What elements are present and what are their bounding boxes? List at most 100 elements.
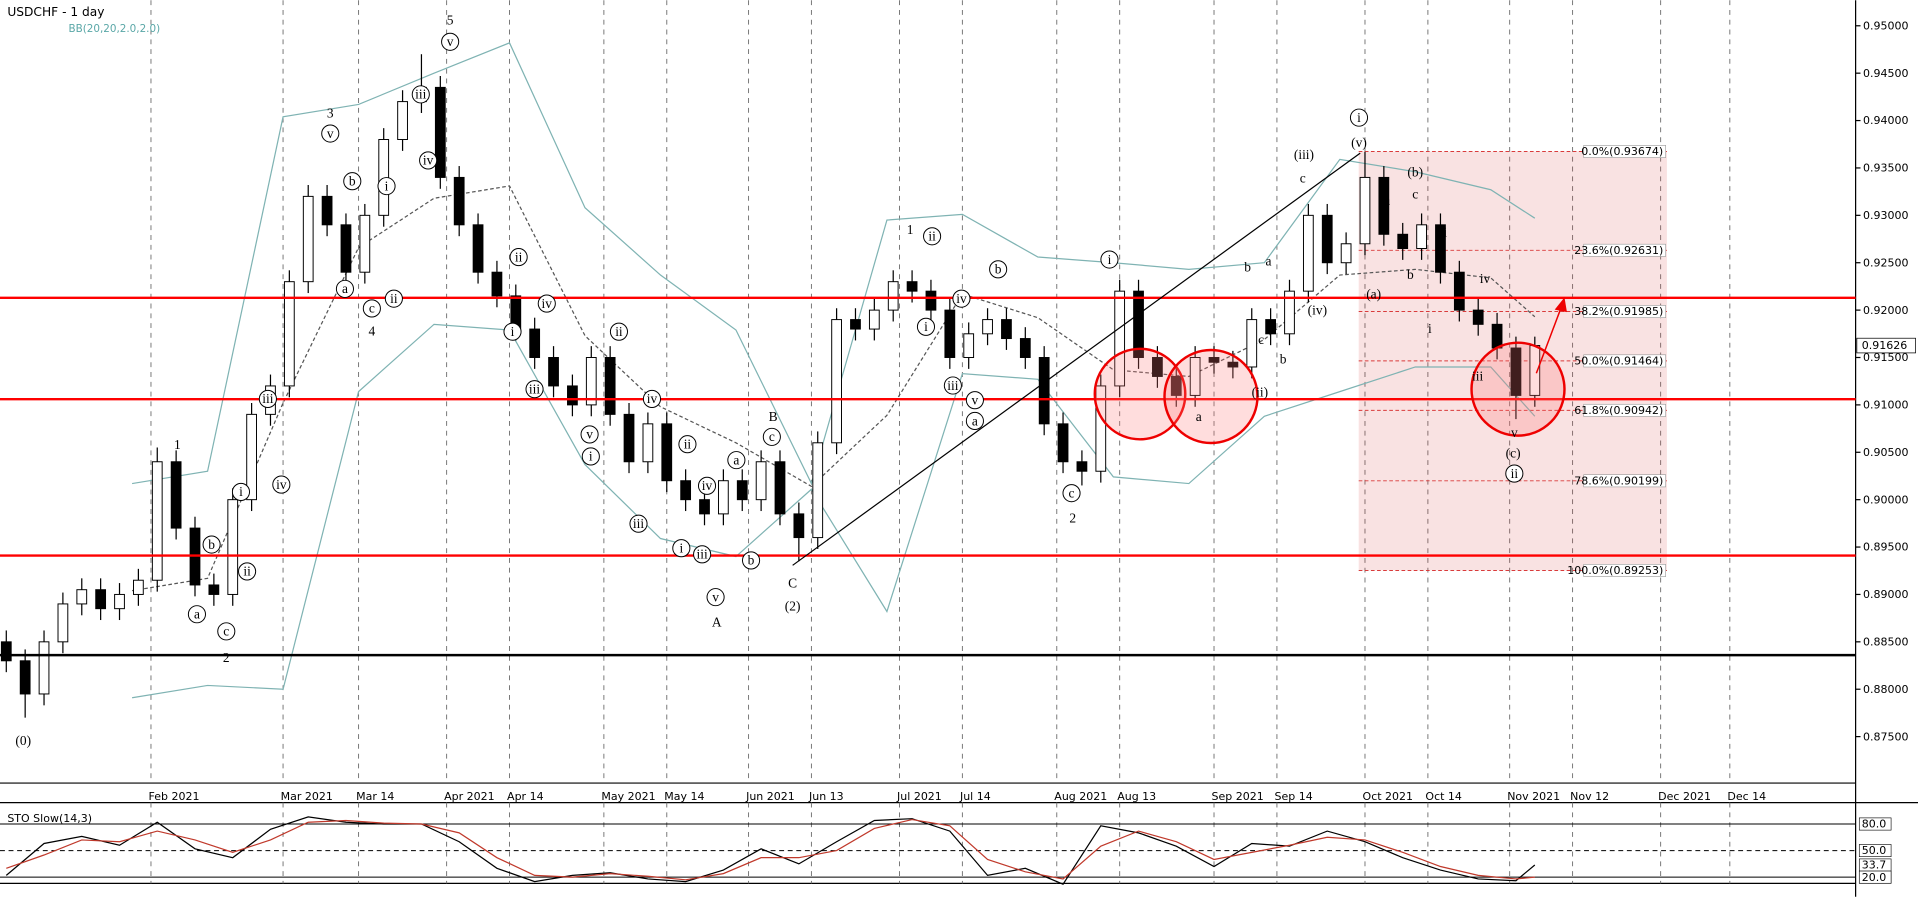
- wave-label: a: [733, 452, 739, 467]
- candle-body: [1340, 243, 1352, 264]
- fib-label-box: [1583, 564, 1666, 577]
- wave-circle: [384, 289, 403, 308]
- stoch-tick-label: 80.0: [1862, 818, 1886, 831]
- candle-body: [774, 461, 786, 515]
- wave-label: b: [208, 537, 215, 552]
- fib-label: 61.8%(0.90942): [1574, 404, 1663, 417]
- fib-label-box: [1583, 474, 1666, 488]
- y-tick-label: 0.91000: [1863, 399, 1909, 412]
- candle-body: [1359, 176, 1371, 245]
- wave-label: ii: [684, 437, 692, 452]
- x-tick-label: Feb 2021: [149, 790, 200, 803]
- wave-label: 4: [368, 323, 375, 338]
- wave-label: c: [1412, 186, 1418, 201]
- wave-label: 2: [223, 650, 230, 665]
- candle-body: [831, 319, 842, 444]
- candle-body: [151, 461, 163, 581]
- wave-circle: [419, 151, 438, 170]
- y-tick-label: 0.93000: [1863, 209, 1909, 222]
- wave-circle: [952, 289, 971, 308]
- x-tick-label: Jun 13: [808, 790, 844, 803]
- wave-label: iii: [415, 87, 426, 102]
- candle-body: [397, 101, 408, 141]
- wave-label: 1: [907, 222, 914, 237]
- x-tick-label: Jul 2021: [896, 790, 942, 803]
- wave-label: (iii): [1294, 147, 1314, 162]
- candle-body: [1133, 290, 1144, 358]
- wave-label: ii: [243, 564, 251, 579]
- wave-label: iv: [647, 391, 658, 406]
- candle-body: [925, 290, 937, 311]
- bollinger-middle: [131, 185, 1536, 592]
- candle-body: [0, 641, 12, 662]
- candle-body: [661, 423, 673, 482]
- wave-circle: [609, 322, 628, 341]
- x-tick-label: Mar 14: [356, 790, 394, 803]
- x-tick-label: Nov 12: [1570, 790, 1609, 803]
- candle-body: [1284, 290, 1295, 335]
- wave-circle: [187, 605, 206, 624]
- candle-body: [453, 176, 465, 226]
- wave-label: C: [788, 575, 797, 590]
- wave-circle: [943, 376, 962, 395]
- y-tick-label: 0.91500: [1863, 351, 1909, 364]
- y-tick-label: 0.93500: [1863, 162, 1909, 175]
- candle-body: [1416, 224, 1427, 249]
- candle-body: [208, 584, 220, 595]
- x-tick-label: Jul 14: [959, 790, 991, 803]
- candle-body: [623, 413, 635, 463]
- wave-label: iv: [1480, 271, 1491, 286]
- candle-body: [246, 413, 257, 501]
- wave-circle: [693, 545, 712, 564]
- wave-label: a: [1196, 409, 1202, 424]
- wave-circle: [989, 260, 1008, 279]
- wave-label: 1: [174, 437, 181, 452]
- fib-label-box: [1583, 305, 1666, 318]
- wave-circle: [343, 172, 362, 191]
- fib-label-box: [1583, 243, 1666, 257]
- trend-line: [792, 152, 1361, 566]
- candle-body: [19, 660, 31, 695]
- candle-body: [1227, 361, 1239, 368]
- wave-label: c: [1069, 485, 1075, 500]
- wave-label: i: [385, 178, 389, 193]
- x-tick-label: Sep 2021: [1212, 790, 1264, 803]
- candle-body: [944, 309, 956, 358]
- y-tick-label: 0.94500: [1863, 67, 1909, 80]
- wave-label: 3: [327, 106, 334, 121]
- x-tick-label: Sep 14: [1274, 790, 1312, 803]
- x-tick-label: Aug 13: [1117, 790, 1156, 803]
- wave-label: iv: [542, 296, 553, 311]
- waves-layer: (0)12345ABC(2)12(iii)(v)(b)(a)(iv)(c)abc…: [15, 13, 1524, 748]
- y-tick-label: 0.88000: [1863, 683, 1909, 696]
- candle-body: [604, 357, 616, 415]
- candle-body: [114, 593, 125, 610]
- wave-circle: [202, 535, 221, 554]
- candle-body: [1453, 271, 1465, 311]
- wave-label: b: [1280, 351, 1287, 366]
- wave-label: c: [1300, 170, 1306, 185]
- last-price-box: [1856, 337, 1916, 354]
- last-price-label: 0.91626: [1862, 339, 1907, 352]
- x-tick-label: Oct 14: [1425, 790, 1462, 803]
- wave-label: c: [369, 301, 375, 316]
- candle-body: [1378, 176, 1390, 235]
- wave-label: i: [679, 540, 683, 555]
- y-tick-label: 0.94000: [1863, 114, 1909, 127]
- wave-label: iv: [956, 291, 967, 306]
- y-tick-label: 0.88500: [1863, 636, 1909, 649]
- candle-body: [1491, 323, 1503, 349]
- bollinger-lower: [131, 323, 1536, 699]
- wave-label: i: [589, 449, 593, 464]
- wave-label: iv: [423, 153, 434, 168]
- y-tick-label: 0.89000: [1863, 588, 1909, 601]
- candle-body: [1019, 338, 1031, 358]
- wave-circle: [580, 425, 599, 444]
- wave-label: iii: [262, 391, 273, 406]
- candle-body: [1397, 233, 1409, 249]
- x-tick-label: May 2021: [601, 790, 655, 803]
- wave-label: iv: [276, 477, 287, 492]
- candle-body: [567, 385, 578, 406]
- wave-label: i: [239, 484, 243, 499]
- candle-body: [38, 641, 50, 695]
